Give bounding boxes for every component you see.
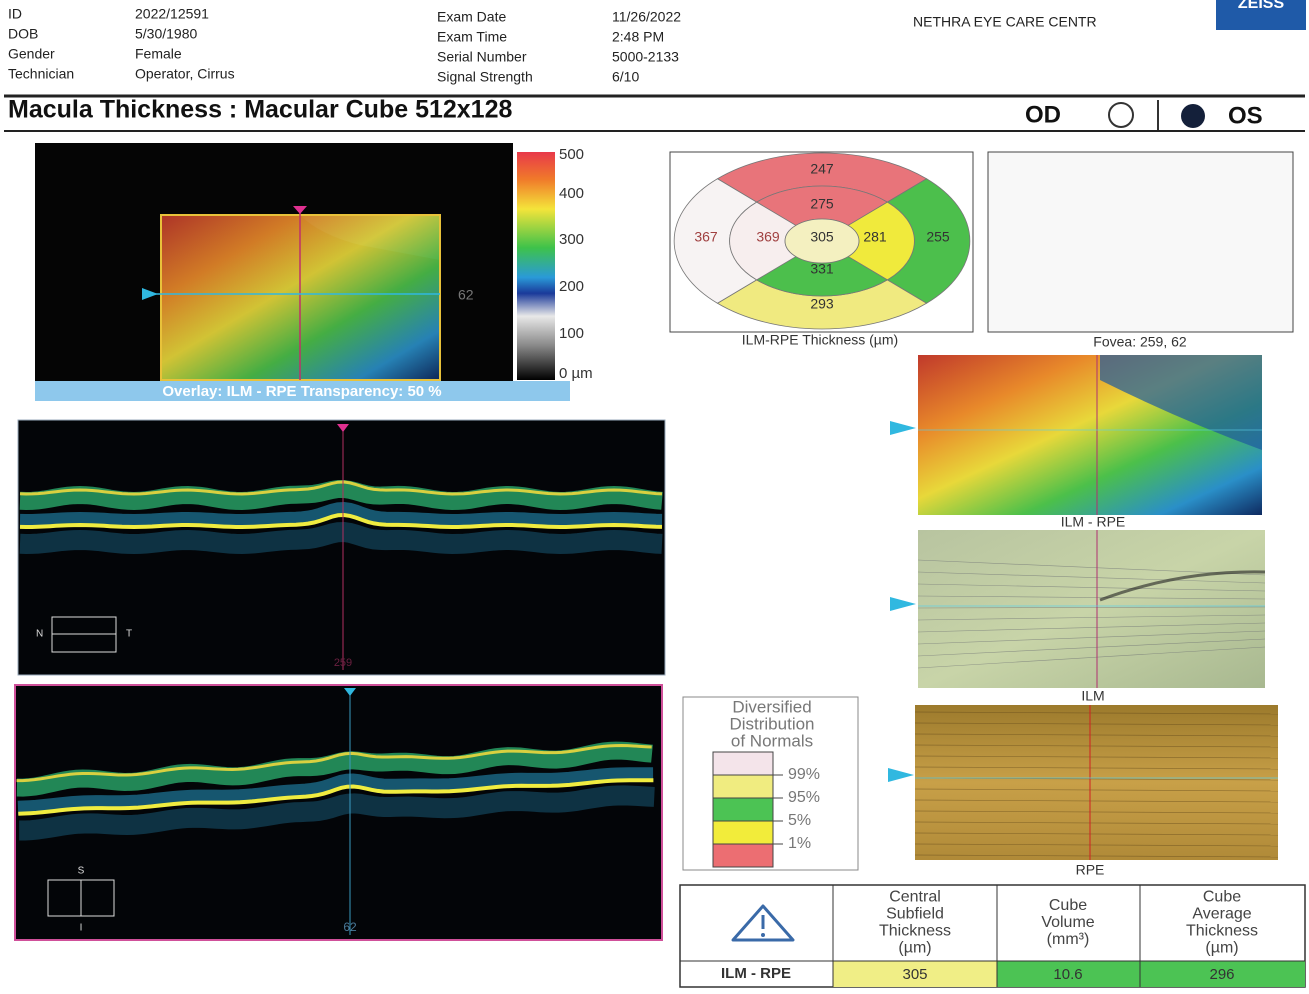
eye-od-radio	[1109, 103, 1133, 127]
eye-os-radio	[1181, 104, 1205, 128]
scale-label: 0 µm	[559, 365, 593, 382]
normals-swatch	[713, 775, 773, 798]
field-value: 2022/12591	[135, 6, 209, 22]
table-value: 10.6	[1053, 966, 1082, 983]
normals-level: 5%	[788, 812, 811, 829]
table-header: Average	[1192, 906, 1251, 923]
table-header: Cube	[1049, 897, 1087, 914]
eye-od: OD	[1025, 101, 1061, 128]
field-value: Operator, Cirrus	[135, 66, 235, 82]
scan-slice: 62	[343, 920, 357, 934]
sector-value: 247	[810, 161, 834, 177]
field-value: 5000-2133	[612, 49, 679, 65]
field-label: Signal Strength	[437, 69, 533, 85]
field-value: 5/30/1980	[135, 26, 197, 42]
table-header: (mm³)	[1047, 931, 1090, 948]
sector-value: 305	[810, 229, 834, 245]
field-label: DOB	[8, 26, 38, 42]
field-value: 11/26/2022	[612, 9, 681, 25]
eye-os: OS	[1228, 102, 1263, 129]
orientation-i: I	[80, 923, 83, 934]
sector-value: 275	[810, 196, 834, 212]
field-label: Technician	[8, 66, 74, 82]
table-header: Volume	[1041, 914, 1094, 931]
row-label: ILM - RPE	[721, 965, 791, 982]
normals-title: of Normals	[731, 731, 813, 750]
normals-level: 95%	[788, 789, 820, 806]
image-caption: RPE	[1076, 862, 1105, 878]
image-caption: ILM - RPE	[1061, 514, 1126, 530]
table-value: 305	[902, 966, 927, 983]
ilm-image	[918, 530, 1265, 688]
field-label: ID	[8, 6, 22, 22]
field-value: 6/10	[612, 69, 639, 85]
fovea-image	[988, 152, 1293, 332]
table-header: Thickness	[879, 923, 951, 940]
patient-info: ID 2022/12591 DOB 5/30/1980 Gender Female Tech…	[8, 6, 235, 82]
field-value: Female	[135, 46, 182, 62]
sector-value: 331	[810, 261, 834, 277]
sector-value: 255	[926, 229, 950, 245]
sector-value: 369	[756, 229, 780, 245]
scale-label: 400	[559, 185, 584, 202]
orientation-t: T	[126, 629, 132, 640]
table-header: (µm)	[898, 940, 931, 957]
image-caption: ILM	[1081, 688, 1104, 704]
field-label: Gender	[8, 46, 55, 62]
scale-label: 300	[559, 231, 584, 248]
field-value: 2:48 PM	[612, 29, 664, 45]
scan-slice: 259	[334, 657, 352, 669]
normals-swatch	[713, 821, 773, 844]
sector-value: 293	[810, 296, 834, 312]
table-header: (µm)	[1205, 940, 1238, 957]
table-header: Subfield	[886, 906, 944, 923]
marker	[890, 421, 916, 435]
field-label: Exam Date	[437, 9, 506, 25]
report-title: Macula Thickness : Macular Cube 512x128	[8, 96, 512, 124]
normals-swatch	[713, 798, 773, 821]
overlay-caption: Overlay: ILM - RPE Transparency: 50 %	[162, 383, 441, 400]
table-header: Thickness	[1186, 923, 1258, 940]
marker	[888, 768, 914, 782]
fovea-caption: Fovea: 259, 62	[1093, 334, 1187, 350]
sector-value: 367	[694, 229, 718, 245]
logo: ZEISS	[1238, 0, 1285, 12]
page: { "header": { "fields_left": [ {"label":…	[0, 0, 1309, 989]
sector-value: 281	[863, 229, 887, 245]
normals-level: 99%	[788, 766, 820, 783]
clinic-name: NETHRA EYE CARE CENTR	[913, 14, 1097, 30]
scale-label: 100	[559, 325, 584, 342]
overlay-marker: 62	[458, 287, 474, 303]
scale-labels: 500 400 300 200 100 0 µm	[559, 146, 593, 382]
orientation-s: S	[78, 866, 85, 877]
exam-info: Exam Date 11/26/2022 Exam Time 2:48 PM Seria…	[437, 9, 681, 85]
color-scale	[517, 152, 555, 380]
rpe-image	[915, 705, 1278, 860]
marker	[890, 597, 916, 611]
table-header: Central	[889, 889, 941, 906]
report-sheet: ID 2022/12591 DOB 5/30/1980 Gender Female Tech…	[0, 0, 1309, 989]
orientation-n: N	[36, 629, 43, 640]
table-value: 296	[1209, 966, 1234, 983]
scale-label: 200	[559, 278, 584, 295]
field-label: Exam Time	[437, 29, 507, 45]
table-header: Cube	[1203, 889, 1241, 906]
normals-level: 1%	[788, 835, 811, 852]
thickness-map-caption: ILM-RPE Thickness (µm)	[742, 332, 898, 348]
scale-label: 500	[559, 146, 584, 163]
normals-swatch	[713, 752, 773, 775]
normals-swatch	[713, 844, 773, 867]
warning-icon	[761, 933, 765, 937]
field-label: Serial Number	[437, 49, 527, 65]
